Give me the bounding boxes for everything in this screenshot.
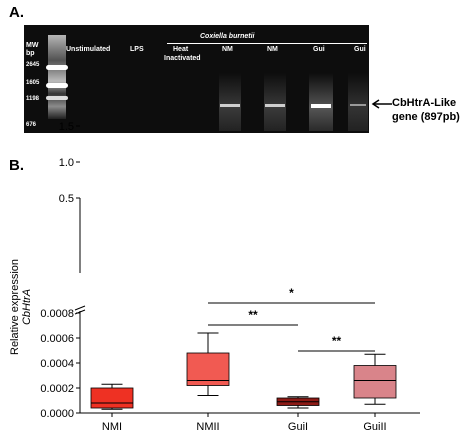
- axis-break-mark: [74, 305, 86, 311]
- y-axis-label: Relative expression: [9, 259, 21, 355]
- x-tick-label: GuiII: [363, 421, 386, 433]
- band-nm-1: [220, 104, 240, 107]
- marker-1605: 1605: [26, 80, 40, 86]
- bp-label: bp: [26, 50, 35, 57]
- lane-glow: [348, 73, 368, 131]
- y-tick-label: 0.5: [59, 193, 74, 205]
- band-gui-2: [350, 104, 366, 106]
- arrow-icon: [371, 99, 392, 109]
- lane-heat: Heat: [173, 46, 189, 53]
- marker-2645: 2645: [26, 62, 40, 68]
- significance-label: **: [248, 308, 258, 322]
- lane-glow: [264, 73, 286, 131]
- lane-nm-2: NM: [267, 46, 278, 53]
- y-tick-label: 1.5: [59, 121, 74, 133]
- panel-b-label: B.: [9, 157, 24, 174]
- y-tick-label: 0.0006: [40, 333, 74, 345]
- gel-image: MW bp 2645 1605 1198 676 Coxiella burnet…: [24, 25, 369, 133]
- species-bracket: [167, 43, 367, 44]
- y-tick-label: 0.0004: [40, 358, 74, 370]
- y-tick-label: 0.0002: [40, 383, 74, 395]
- lane-glow: [219, 73, 241, 131]
- x-tick-label: NMII: [196, 421, 219, 433]
- marker-1198: 1198: [26, 96, 40, 102]
- lane-lps: LPS: [130, 46, 144, 53]
- ladder-band: [46, 96, 68, 100]
- band-gui-1: [311, 104, 331, 108]
- lane-unstimulated: Unstimulated: [66, 46, 111, 53]
- y-tick-label: 1.0: [59, 157, 74, 169]
- box-nmi: [90, 387, 134, 409]
- lane-gui-1: Gui: [313, 46, 325, 53]
- mw-label: MW: [26, 42, 39, 49]
- gene-label-1: CbHtrA-Like: [392, 97, 457, 109]
- x-tick-label: GuiI: [288, 421, 308, 433]
- gene-label-2: gene (897pb): [392, 111, 460, 123]
- species-label: Coxiella burnetii: [200, 33, 255, 40]
- y-axis-label-gene: CbHtrA: [21, 289, 33, 325]
- band-nm-2: [265, 104, 285, 107]
- y-tick-label: 0.0000: [40, 408, 74, 420]
- box-guiii: [353, 365, 397, 399]
- lane-inactivated: Inactivated: [164, 55, 201, 62]
- panel-a-label: A.: [9, 4, 24, 21]
- ladder-band: [46, 83, 68, 88]
- lane-glow: [309, 73, 333, 131]
- y-tick-label: 0.0008: [40, 308, 74, 320]
- lane-gui-2: Gui: [354, 46, 366, 53]
- marker-676: 676: [26, 122, 37, 128]
- ladder-band: [46, 65, 68, 70]
- significance-label: *: [289, 286, 294, 300]
- x-tick-label: NMI: [102, 421, 122, 433]
- lane-nm-1: NM: [222, 46, 233, 53]
- significance-label: **: [332, 334, 342, 348]
